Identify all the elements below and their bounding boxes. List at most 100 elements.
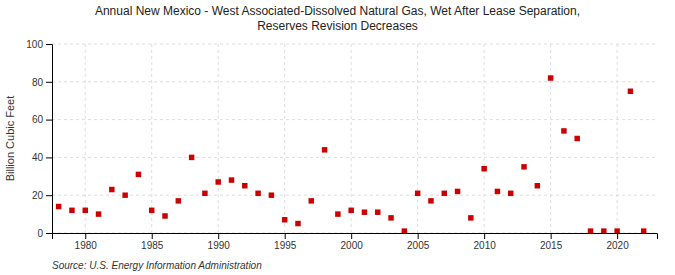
plot-area: 1980 1985 1990 1995 2000 2005 2010 2015 2020 0 20 4… <box>26 39 657 251</box>
point <box>229 177 234 182</box>
point <box>189 155 194 160</box>
x-tick-mark <box>551 233 552 239</box>
point <box>495 189 500 194</box>
x-grid-line <box>85 44 86 233</box>
y-tick-label: 80 <box>32 77 44 88</box>
y-grid-line <box>52 195 657 196</box>
point <box>521 164 526 169</box>
chart: 1980 1985 1990 1995 2000 2005 2010 2015 2020 0 20 4… <box>0 0 675 275</box>
x-tick-mark <box>152 233 153 239</box>
point <box>641 228 646 233</box>
y-grid-line <box>52 81 657 82</box>
point <box>348 208 353 213</box>
x-grid-line <box>218 44 219 233</box>
point <box>96 211 101 216</box>
y-tick-label: 60 <box>32 114 44 125</box>
x-axis: 1980 1985 1990 1995 2000 2005 2010 2015 2020 <box>53 233 658 251</box>
x-grid-line <box>550 44 551 233</box>
x-tick-label: 2005 <box>407 240 430 251</box>
y-tick-label: 20 <box>32 190 44 201</box>
y-tick-label: 40 <box>32 152 44 163</box>
y-tick-label: 0 <box>37 228 43 239</box>
point <box>455 189 460 194</box>
point <box>601 228 606 233</box>
x-tick: 1980 <box>75 233 98 251</box>
point <box>215 179 220 184</box>
y-grid-line <box>52 157 657 158</box>
point <box>388 215 393 220</box>
grid <box>52 44 657 233</box>
point <box>362 209 367 214</box>
x-tick-mark <box>617 233 618 239</box>
x-tick-mark <box>218 233 219 239</box>
point <box>136 172 141 177</box>
x-tick: 1985 <box>141 233 164 251</box>
y-tick: 20 <box>32 190 52 201</box>
x-tick-label: 2020 <box>606 240 629 251</box>
x-tick: 2005 <box>407 233 430 251</box>
point <box>56 204 61 209</box>
point <box>295 221 300 226</box>
x-tick-mark <box>85 233 86 239</box>
x-tick: 1995 <box>274 233 297 251</box>
y-tick: 100 <box>26 39 52 50</box>
point <box>335 211 340 216</box>
points <box>56 75 647 233</box>
y-tick-mark <box>46 82 52 83</box>
point <box>508 191 513 196</box>
x-tick-mark <box>418 233 419 239</box>
point <box>269 192 274 197</box>
title: Annual New Mexico - West Associated-Diss… <box>95 4 580 33</box>
point <box>83 208 88 213</box>
point <box>322 147 327 152</box>
point <box>402 228 407 233</box>
point <box>468 215 473 220</box>
point <box>481 166 486 171</box>
y-axis-title: Billion Cubic Feet <box>4 96 16 182</box>
x-tick: 2020 <box>606 233 629 251</box>
y-grid-line <box>52 119 657 120</box>
y-tick: 0 <box>37 228 52 239</box>
x-tick-mark <box>351 233 352 239</box>
x-grid-line <box>617 44 618 233</box>
y-tick-mark <box>46 195 52 196</box>
y-tick: 60 <box>32 114 52 125</box>
x-tick: 2010 <box>474 233 497 251</box>
point <box>309 198 314 203</box>
point <box>149 208 154 213</box>
y-tick: 40 <box>32 152 52 163</box>
y-tick-mark <box>46 44 52 45</box>
x-grid-line <box>417 44 418 233</box>
x-tick-label: 1995 <box>274 240 297 251</box>
point <box>109 187 114 192</box>
x-tick: 2000 <box>341 233 364 251</box>
point <box>242 183 247 188</box>
x-tick-label: 1990 <box>208 240 231 251</box>
x-tick: 1990 <box>208 233 231 251</box>
x-axis-line <box>53 234 658 240</box>
y-tick-label: 100 <box>26 39 43 50</box>
point <box>122 192 127 197</box>
point <box>628 89 633 94</box>
x-tick-label: 1985 <box>141 240 164 251</box>
y-tick-mark <box>46 120 52 121</box>
point <box>614 228 619 233</box>
point <box>561 128 566 133</box>
x-grid-line <box>351 44 352 233</box>
y-tick: 80 <box>32 77 52 88</box>
point <box>574 136 579 141</box>
x-tick-label: 1980 <box>75 240 98 251</box>
x-tick-mark <box>484 233 485 239</box>
y-axis-line <box>46 45 53 234</box>
point <box>202 191 207 196</box>
point <box>375 209 380 214</box>
x-tick-label: 2015 <box>540 240 563 251</box>
x-tick-label: 2000 <box>341 240 364 251</box>
point <box>415 191 420 196</box>
point <box>69 208 74 213</box>
x-tick: 2015 <box>540 233 563 251</box>
y-axis: 0 20 40 60 80 100 <box>26 39 52 239</box>
point <box>428 198 433 203</box>
point <box>176 198 181 203</box>
point <box>282 217 287 222</box>
